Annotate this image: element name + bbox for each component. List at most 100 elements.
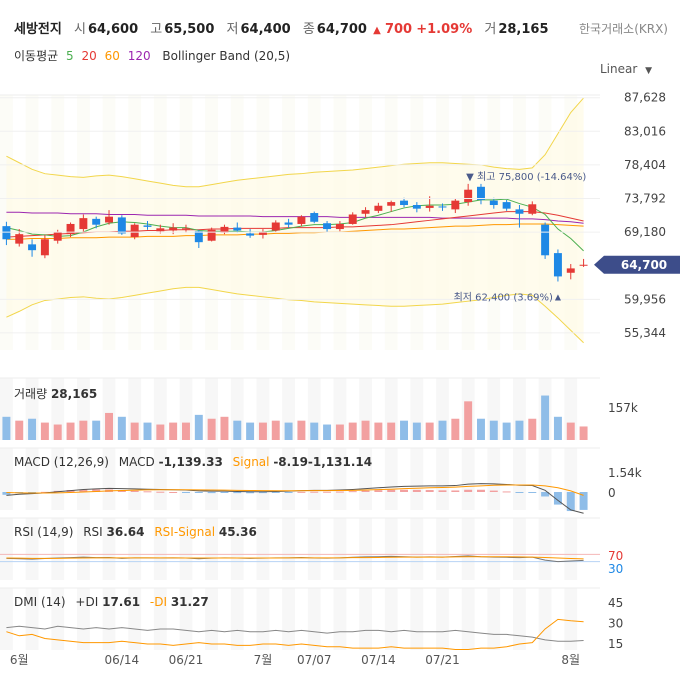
close-label: 종: [302, 22, 315, 37]
candle-body: [323, 223, 332, 230]
candle: [438, 203, 447, 211]
column-shade: [256, 588, 270, 650]
volume-bar: [66, 422, 75, 440]
column-shade: [76, 518, 90, 580]
bollinger-legend[interactable]: Bollinger Band (20,5): [162, 49, 291, 63]
stock-name[interactable]: 세방전지: [14, 22, 62, 37]
volume-bar: [117, 416, 126, 440]
column-shade: [153, 448, 167, 510]
date-axis: 6월 06/14 06/21 7월 07/07 07/14 07/21 8월: [10, 653, 580, 667]
column-shade: [230, 518, 244, 580]
macd-histogram-bar: [387, 489, 396, 492]
candle-body: [40, 239, 49, 256]
column-shade: [307, 518, 321, 580]
dmi-axis-label: 15: [608, 637, 623, 651]
ma-legend[interactable]: 이동평균 5 20 60 120 Bollinger Band (20,5): [14, 47, 294, 64]
column-shade: [0, 448, 13, 510]
candle: [246, 229, 255, 238]
macd-histogram-bar: [194, 492, 203, 493]
volume-bar: [553, 416, 562, 440]
candle: [92, 216, 101, 229]
candle-body: [412, 205, 421, 209]
column-shade: [179, 588, 193, 650]
ma20-legend[interactable]: 20: [81, 49, 97, 63]
volume-bar: [348, 422, 357, 440]
ma120-line: [6, 211, 584, 224]
volume-bar: [15, 420, 24, 440]
column-shade: [205, 588, 219, 650]
ma5-legend[interactable]: 5: [66, 49, 74, 63]
bollinger-band: [6, 97, 584, 344]
scale-selector[interactable]: Linear ▼: [600, 62, 652, 76]
column-shade: [359, 448, 372, 510]
low-value: 64,400: [240, 22, 291, 37]
candle: [477, 183, 485, 205]
macd-histogram-bar: [2, 492, 11, 495]
column-shade: [410, 448, 424, 510]
volume-bar: [207, 418, 216, 440]
column-shade: [384, 448, 398, 510]
column-shade: [179, 448, 193, 510]
rsi-panel-label: RSI (14,9): [14, 525, 74, 539]
volume-bar: [79, 420, 88, 440]
candle: [502, 199, 511, 211]
candle: [79, 214, 88, 232]
mdi-line: [6, 618, 584, 650]
dmi-panel-label: DMI (14): [14, 595, 66, 609]
ma60-legend[interactable]: 60: [104, 49, 120, 63]
candle: [528, 201, 537, 216]
macd-panel-label: MACD (12,26,9): [14, 455, 109, 469]
macd-histogram-bar: [541, 492, 550, 497]
mdi-label: -DI: [149, 595, 167, 609]
candle-body: [477, 186, 485, 200]
macd-signal-value: -8.19-1,131.14: [273, 455, 373, 469]
macd-histogram-bar: [143, 491, 152, 493]
volume-bar: [182, 422, 190, 440]
macd-histogram-bar: [451, 490, 460, 492]
column-shade: [538, 448, 552, 510]
macd-histogram-bar: [489, 490, 498, 492]
volume-axis-label: 157k: [608, 401, 638, 415]
candle-body: [53, 231, 62, 241]
macd-line-value: -1,139.33: [158, 455, 223, 469]
volume-bar: [323, 424, 332, 440]
column-shade: [384, 588, 398, 650]
candle: [387, 200, 396, 212]
column-shade: [230, 448, 244, 510]
candle: [233, 222, 242, 233]
candle-body: [438, 206, 447, 208]
column-shade: [487, 518, 501, 580]
price-tick-label: 73,792: [624, 192, 666, 206]
candle-body: [169, 227, 178, 231]
ma-legend-label: 이동평균: [14, 49, 59, 63]
column-shade: [538, 588, 552, 650]
volume-bar: [566, 422, 575, 440]
column-shade: [256, 518, 270, 580]
candle: [323, 221, 332, 232]
candle-body: [374, 205, 383, 211]
macd-histogram-bar: [310, 491, 319, 493]
candle: [489, 197, 498, 209]
macd-histogram-bar: [79, 489, 88, 492]
column-shade: [25, 448, 39, 510]
column-shade: [205, 448, 219, 510]
column-shade: [461, 588, 475, 650]
column-shade: [76, 588, 90, 650]
volume-bar: [92, 420, 101, 440]
macd-histogram-bar: [182, 492, 190, 493]
column-shade: [436, 448, 449, 510]
macd-histogram-bar: [502, 491, 511, 493]
macd-histogram-bar: [412, 489, 421, 492]
dmi-panel-title: DMI (14) +DI 17.61 -DI 31.27: [14, 595, 209, 609]
ma120-legend[interactable]: 120: [127, 49, 151, 63]
volume-bar: [515, 420, 524, 440]
candle-body: [528, 204, 537, 214]
volume-bar: [438, 420, 447, 440]
candle-body: [92, 218, 101, 225]
candle-body: [310, 213, 319, 222]
candle: [258, 229, 267, 239]
column-shade: [102, 518, 116, 580]
candle-body: [464, 189, 473, 203]
